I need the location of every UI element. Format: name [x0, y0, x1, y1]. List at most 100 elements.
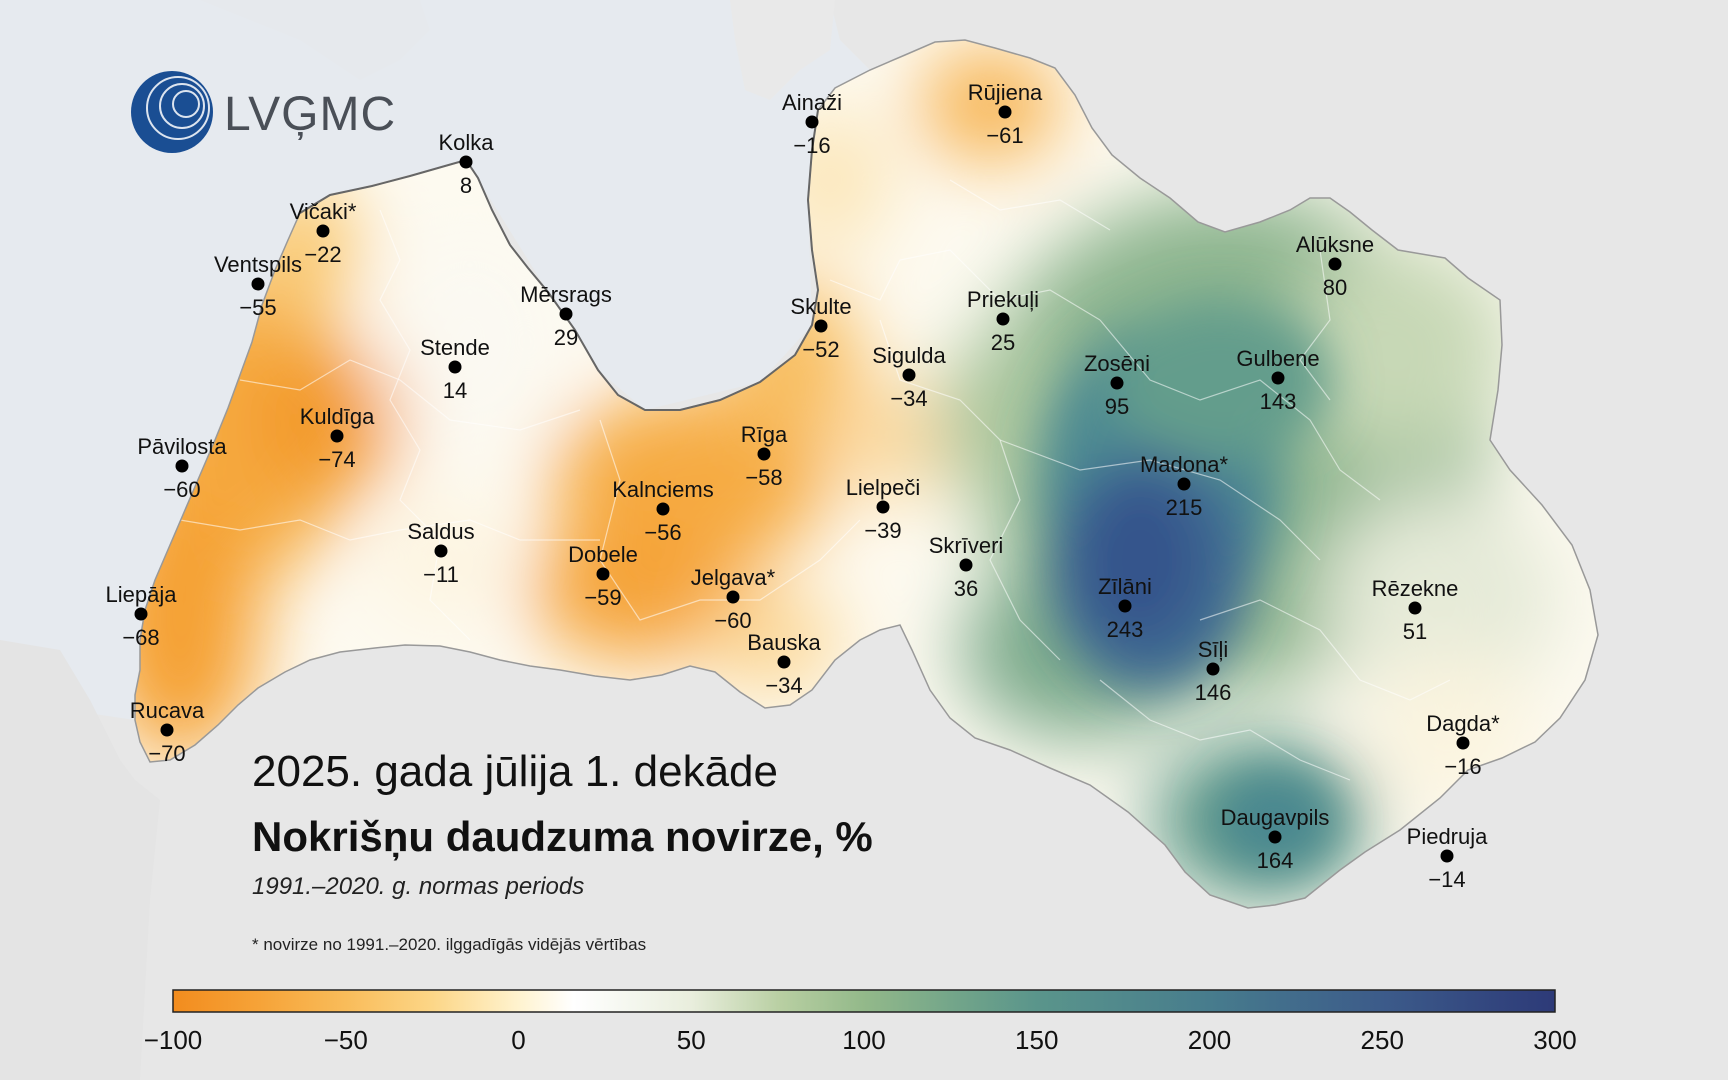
- station-dot: [1118, 599, 1132, 613]
- legend-tick-label: 150: [1015, 1025, 1058, 1055]
- station-marker: Vičaki* −22: [290, 199, 357, 267]
- station-value: −16: [1444, 754, 1481, 779]
- station-value: −34: [765, 673, 802, 698]
- station-dot: [757, 447, 771, 461]
- station-marker: Kalnciems −56: [612, 477, 713, 545]
- legend-tick-label: 100: [842, 1025, 885, 1055]
- logo-emblem-icon: [131, 71, 213, 153]
- station-name: Kolka: [438, 130, 494, 155]
- station-dot: [251, 277, 265, 291]
- station-marker: Mērsrags 29: [520, 282, 612, 350]
- station-marker: Zosēni 95: [1084, 351, 1150, 419]
- station-dot: [1456, 736, 1470, 750]
- station-value: 80: [1323, 275, 1347, 300]
- station-value: −59: [584, 585, 621, 610]
- normal-period-subtitle: 1991.–2020. g. normas periods: [252, 873, 584, 900]
- station-value: 8: [460, 173, 472, 198]
- station-value: −22: [304, 242, 341, 267]
- station-value: −34: [890, 386, 927, 411]
- station-dot: [1206, 662, 1220, 676]
- station-marker: Ventspils −55: [214, 252, 302, 320]
- footnote: * novirze no 1991.–2020. ilggadīgās vidē…: [252, 935, 646, 954]
- station-marker: Pāvilosta −60: [137, 434, 227, 502]
- lvgmc-logo: LVĢMC: [131, 71, 396, 153]
- station-value: −60: [163, 477, 200, 502]
- station-marker: Gulbene 143: [1236, 346, 1319, 414]
- station-dot: [777, 655, 791, 669]
- station-marker: Skulte −52: [790, 294, 851, 362]
- station-value: 243: [1107, 617, 1144, 642]
- station-value: −55: [239, 295, 276, 320]
- legend-tick-label: 250: [1361, 1025, 1404, 1055]
- station-marker: Stende 14: [420, 335, 490, 403]
- station-name: Dagda*: [1426, 711, 1500, 736]
- station-name: Dobele: [568, 542, 638, 567]
- station-dot: [814, 319, 828, 333]
- station-value: 14: [443, 378, 467, 403]
- station-name: Ainaži: [782, 90, 842, 115]
- station-marker: Sigulda −34: [872, 343, 946, 411]
- station-value: −70: [148, 741, 185, 766]
- legend-tick-label: 50: [677, 1025, 706, 1055]
- station-dot: [1271, 371, 1285, 385]
- station-value: −39: [864, 518, 901, 543]
- station-marker: Skrīveri 36: [929, 533, 1004, 601]
- logo-text: LVĢMC: [224, 88, 396, 141]
- station-marker: Ainaži −16: [782, 90, 842, 158]
- station-marker: Sīļi 146: [1195, 637, 1232, 705]
- station-value: −58: [745, 465, 782, 490]
- station-marker: Madona* 215: [1140, 452, 1229, 520]
- legend-tick-label: 0: [511, 1025, 525, 1055]
- station-name: Skrīveri: [929, 533, 1004, 558]
- station-dot: [1110, 376, 1124, 390]
- station-dot: [1408, 601, 1422, 615]
- station-name: Saldus: [407, 519, 474, 544]
- station-marker: Lielpeči −39: [846, 475, 921, 543]
- station-dot: [996, 312, 1010, 326]
- station-dot: [902, 368, 916, 382]
- station-name: Sīļi: [1198, 637, 1229, 662]
- station-value: −52: [802, 337, 839, 362]
- station-name: Piedruja: [1407, 824, 1488, 849]
- legend-tick-label: −100: [144, 1025, 203, 1055]
- station-value: −60: [714, 608, 751, 633]
- station-name: Kalnciems: [612, 477, 713, 502]
- station-name: Zīlāni: [1098, 574, 1152, 599]
- station-name: Liepāja: [106, 582, 178, 607]
- station-dot: [876, 500, 890, 514]
- station-value: 215: [1166, 495, 1203, 520]
- station-marker: Liepāja −68: [106, 582, 178, 650]
- station-name: Sigulda: [872, 343, 946, 368]
- district-boundaries: [179, 179, 1451, 781]
- station-name: Bauska: [747, 630, 821, 655]
- station-dot: [1177, 477, 1191, 491]
- legend-bar: [172, 989, 1556, 1013]
- station-name: Rēzekne: [1372, 576, 1459, 601]
- legend-tick-label: 300: [1533, 1025, 1576, 1055]
- coastline: [299, 109, 820, 411]
- station-value: 29: [554, 325, 578, 350]
- station-value: 146: [1195, 680, 1232, 705]
- color-legend: −100 −50 0 50 100 150 200 250 300: [144, 989, 1577, 1055]
- station-dot: [998, 105, 1012, 119]
- stations-layer: Kolka 8 Ainaži −16 Rūjiena −61 Vičaki* −22Vents…: [106, 80, 1501, 892]
- station-marker: Dobele −59: [568, 542, 638, 610]
- station-marker: Rēzekne 51: [1372, 576, 1459, 644]
- station-dot: [175, 459, 189, 473]
- station-name: Mērsrags: [520, 282, 612, 307]
- station-name: Gulbene: [1236, 346, 1319, 371]
- station-name: Zosēni: [1084, 351, 1150, 376]
- station-dot: [596, 567, 610, 581]
- station-value: 51: [1403, 619, 1427, 644]
- station-marker: Piedruja −14: [1407, 824, 1488, 892]
- station-marker: Kuldīga −74: [300, 404, 375, 472]
- station-name: Rīga: [741, 422, 788, 447]
- station-marker: Rucava −70: [130, 698, 205, 766]
- station-dot: [559, 307, 573, 321]
- station-value: 36: [954, 576, 978, 601]
- station-marker: Saldus −11: [407, 519, 474, 587]
- station-marker: Rīga −58: [741, 422, 788, 490]
- station-value: −68: [122, 625, 159, 650]
- station-name: Jelgava*: [691, 565, 776, 590]
